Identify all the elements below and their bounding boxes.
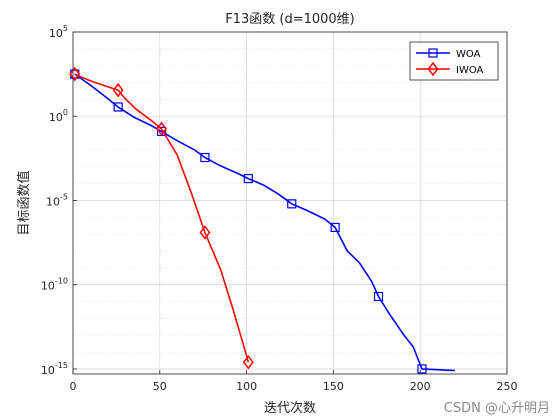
plot-area-frame <box>72 31 508 375</box>
woa-marker <box>243 173 253 184</box>
woa-marker <box>417 364 427 374</box>
chart-title: F13函数 (d=1000维) <box>225 12 355 27</box>
legend-box <box>409 41 499 81</box>
x-axis-label: 迭代次数 <box>264 400 316 416</box>
woa-marker <box>113 102 123 112</box>
y-tick-label: 10-10 <box>41 277 68 293</box>
legend-label-iwoa: IWOA <box>456 65 484 76</box>
y-tick-label: 10-5 <box>46 192 68 208</box>
iwoa-marker <box>242 354 254 370</box>
watermark: CSDN @心升明月 <box>443 401 550 416</box>
woa-marker <box>373 291 384 302</box>
y-tick-label: 10-15 <box>41 361 68 377</box>
x-tick-label: 200 <box>410 380 431 393</box>
woa-marker <box>428 48 438 58</box>
iwoa-marker <box>69 66 81 82</box>
woa-marker <box>330 222 340 233</box>
y-axis-label: 目标函数值 <box>16 170 32 235</box>
iwoa-marker <box>156 121 167 137</box>
x-tick-label: 50 <box>153 380 167 393</box>
iwoa-series-line <box>74 73 250 363</box>
iwoa-marker <box>427 61 439 77</box>
iwoa-marker <box>112 82 124 98</box>
x-tick-label: 250 <box>497 380 518 393</box>
x-tick-label: 100 <box>236 380 257 393</box>
woa-series-line <box>74 73 455 372</box>
series-layer <box>69 66 455 374</box>
y-tick-label: 105 <box>49 24 68 40</box>
tick-layer: 0 50 100 150 200 250 105 100 10-5 10-10 10-15 <box>41 24 518 393</box>
x-tick-label: 0 <box>70 380 77 393</box>
legend-label-woa: WOA <box>456 49 481 60</box>
woa-marker <box>287 199 297 209</box>
legend: WOA IWOA <box>409 41 499 81</box>
y-tick-label: 100 <box>49 108 68 124</box>
x-tick-label: 150 <box>323 380 344 393</box>
iwoa-marker <box>199 225 211 240</box>
woa-marker <box>200 152 210 163</box>
